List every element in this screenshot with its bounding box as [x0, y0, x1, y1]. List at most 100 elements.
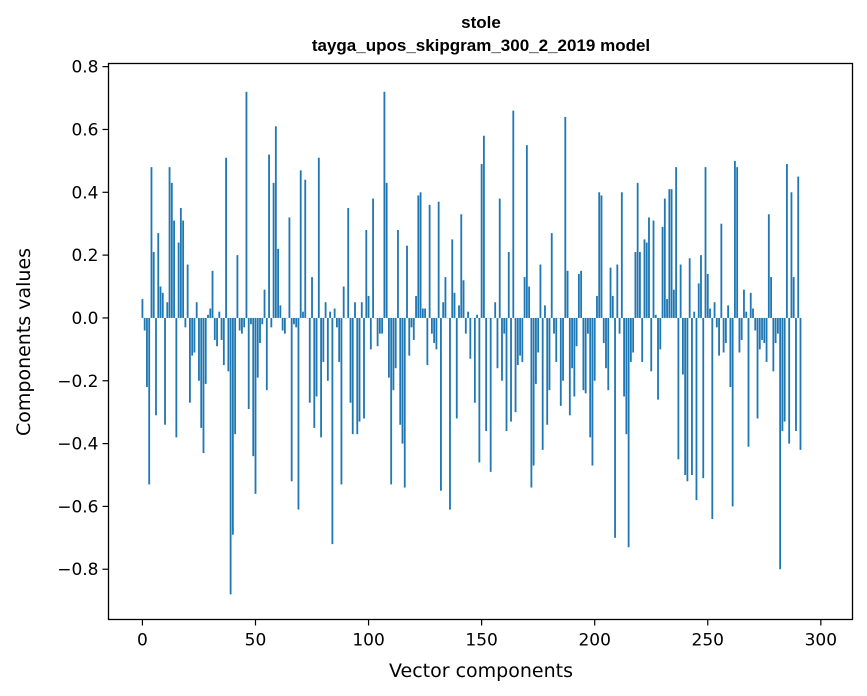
bar — [473, 317, 476, 403]
bar — [324, 302, 327, 318]
bar — [507, 251, 510, 318]
bar — [308, 317, 311, 403]
bar — [661, 226, 664, 318]
bar — [428, 204, 431, 318]
bar — [236, 255, 239, 318]
bar — [184, 317, 187, 328]
bar — [620, 192, 623, 318]
bar — [213, 317, 216, 340]
bar — [537, 317, 540, 353]
bar — [331, 317, 334, 545]
bar — [141, 299, 144, 318]
bar — [555, 317, 558, 362]
bar — [783, 317, 786, 422]
bar — [211, 270, 214, 318]
bar — [523, 277, 526, 318]
bar — [250, 317, 252, 325]
bar — [317, 157, 320, 318]
bar — [767, 214, 770, 318]
bar — [476, 314, 479, 318]
bar — [464, 317, 467, 334]
bar — [681, 317, 684, 375]
bar — [243, 317, 246, 328]
bar — [218, 311, 221, 318]
bar — [363, 317, 365, 419]
bar — [347, 208, 350, 318]
bar — [311, 277, 313, 318]
bar — [734, 160, 736, 318]
bar — [424, 308, 426, 318]
bar — [320, 317, 322, 438]
bar — [247, 317, 250, 410]
bar — [349, 317, 352, 403]
bar — [297, 317, 300, 510]
bar — [336, 317, 338, 328]
bar — [765, 317, 768, 362]
y-tick-label: 0.0 — [71, 309, 98, 329]
bar — [256, 317, 259, 378]
bar — [313, 317, 316, 428]
bar — [535, 317, 537, 384]
bar — [711, 317, 714, 519]
bar — [222, 317, 225, 366]
bar — [279, 305, 282, 318]
bar — [605, 317, 607, 369]
bar — [562, 317, 564, 381]
bar — [433, 317, 436, 344]
bar — [611, 295, 614, 318]
x-tick-label: 50 — [245, 631, 267, 651]
bar — [670, 189, 673, 318]
x-tick-label: 150 — [465, 631, 497, 651]
bar — [510, 317, 512, 422]
bar — [627, 317, 630, 548]
bar — [774, 317, 777, 344]
bar — [437, 201, 440, 318]
bar — [412, 317, 415, 340]
bar — [356, 317, 359, 435]
bar — [378, 317, 381, 334]
bar — [797, 176, 800, 318]
bar — [401, 317, 404, 444]
bar — [175, 317, 178, 438]
bar — [704, 167, 707, 318]
bar — [598, 192, 601, 318]
bar — [528, 286, 531, 318]
bar — [399, 317, 402, 425]
bar — [695, 317, 698, 501]
bar — [582, 317, 585, 391]
bar — [360, 302, 363, 318]
bar — [281, 317, 284, 331]
bar — [747, 317, 750, 447]
y-tick-label: −0.4 — [57, 435, 98, 455]
bar — [609, 267, 612, 318]
bar — [421, 308, 424, 318]
bar — [195, 302, 198, 318]
bar — [288, 217, 291, 318]
bar — [566, 270, 569, 318]
bar — [304, 179, 307, 318]
bar — [469, 317, 472, 359]
bar — [293, 317, 295, 325]
bar — [489, 317, 492, 472]
bar — [799, 317, 802, 450]
bar — [152, 251, 155, 318]
bar — [478, 317, 481, 463]
bar — [512, 110, 515, 318]
bar — [587, 317, 589, 334]
bar — [453, 292, 456, 318]
bar — [302, 311, 304, 318]
bar — [170, 182, 173, 318]
bar — [702, 317, 705, 479]
bar — [659, 317, 662, 350]
bar — [575, 317, 578, 347]
bar — [756, 317, 759, 419]
chart-title: stole — [461, 13, 501, 32]
bar — [252, 317, 255, 457]
bar — [193, 317, 196, 353]
bar — [602, 317, 605, 344]
bar — [202, 317, 205, 454]
bar — [700, 255, 702, 318]
bar — [729, 317, 732, 388]
